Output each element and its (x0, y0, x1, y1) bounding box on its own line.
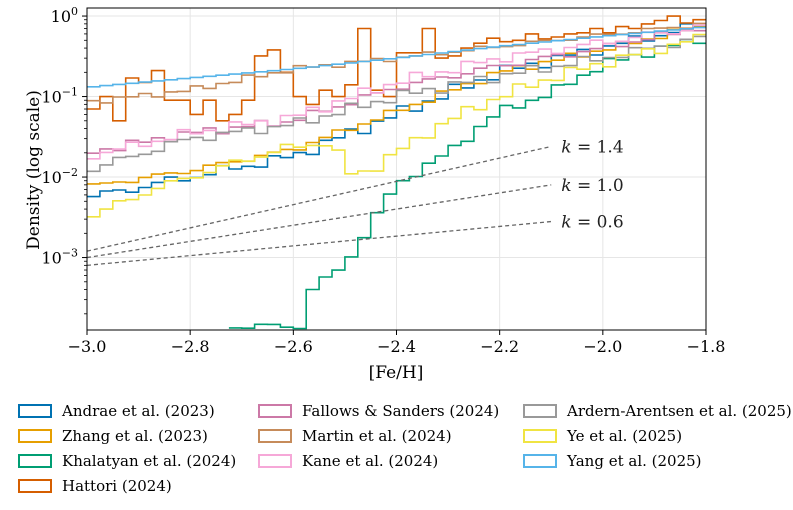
series-ye-et-al-2025 (87, 33, 706, 218)
series-group (87, 15, 706, 330)
legend-item: Fallows & Sanders (2024) (258, 400, 499, 422)
legend-item: Khalatyan et al. (2024) (18, 450, 236, 472)
series-yang-et-al-2025 (87, 26, 706, 88)
reference-label: k = 0.6 (561, 213, 623, 233)
legend: Andrae et al. (2023) Zhang et al. (2023) K… (18, 400, 793, 505)
legend-item: Kane et al. (2024) (258, 450, 438, 472)
legend-swatch (18, 454, 52, 468)
legend-label: Ardern-Arentsen et al. (2025) (567, 402, 792, 420)
density-chart: k = 1.4 k = 1.0 k = 0.6 −3.0 −2.8 −2.6 −2.4 −2… (24, 5, 726, 383)
reference-label: k = 1.0 (561, 176, 623, 196)
legend-label: Ye et al. (2025) (567, 427, 683, 445)
legend-item: Yang et al. (2025) (523, 450, 702, 472)
series-ardern-arentsen-et-al-2025 (87, 35, 706, 173)
legend-swatch (18, 429, 52, 443)
legend-swatch (258, 404, 292, 418)
y-tick-label: 10−1 (41, 86, 78, 107)
x-axis-label: [Fe/H] (369, 363, 424, 383)
reference-line (86, 220, 552, 266)
legend-swatch (523, 454, 557, 468)
y-tick-label: 10−3 (41, 247, 78, 268)
x-tick-label: −3.0 (68, 337, 107, 356)
y-axis: 100 10−1 10−2 10−3 (41, 5, 87, 315)
legend-label: Kane et al. (2024) (302, 452, 439, 470)
series-hattori-2024 (87, 15, 706, 122)
legend-item: Zhang et al. (2023) (18, 425, 208, 447)
reference-label: k = 1.4 (561, 137, 623, 157)
x-tick-label: −2.4 (377, 337, 416, 356)
legend-item: Martin et al. (2024) (258, 425, 452, 447)
legend-item: Ardern-Arentsen et al. (2025) (523, 400, 792, 422)
x-tick-label: −2.6 (274, 337, 313, 356)
y-tick-label: 10−2 (41, 166, 78, 187)
legend-label: Martin et al. (2024) (302, 427, 452, 445)
legend-label: Zhang et al. (2023) (62, 427, 208, 445)
legend-swatch (258, 454, 292, 468)
legend-swatch (18, 404, 52, 418)
x-axis: −3.0 −2.8 −2.6 −2.4 −2.2 −2.0 −1.8 (68, 330, 726, 356)
reference-line (86, 184, 552, 259)
legend-item: Hattori (2024) (18, 475, 172, 497)
reference-lines: k = 1.4 k = 1.0 k = 0.6 (86, 137, 624, 266)
legend-swatch (18, 479, 52, 493)
legend-swatch (258, 429, 292, 443)
legend-swatch (523, 404, 557, 418)
x-tick-label: −2.0 (583, 337, 622, 356)
legend-label: Khalatyan et al. (2024) (62, 452, 237, 470)
series-zhang-et-al-2023 (87, 25, 706, 185)
series-kane-et-al-2024 (87, 24, 706, 160)
legend-label: Yang et al. (2025) (567, 452, 702, 470)
x-tick-label: −1.8 (687, 337, 726, 356)
legend-item: Ye et al. (2025) (523, 425, 682, 447)
legend-label: Fallows & Sanders (2024) (302, 402, 500, 420)
legend-swatch (523, 429, 557, 443)
x-tick-label: −2.2 (480, 337, 519, 356)
y-axis-label: Density (log scale) (24, 90, 44, 250)
series-khalatyan-et-al-2024 (228, 38, 706, 330)
x-tick-label: −2.8 (171, 337, 210, 356)
legend-item: Andrae et al. (2023) (18, 400, 215, 422)
reference-line (86, 145, 552, 252)
legend-label: Hattori (2024) (62, 477, 172, 495)
y-tick-label: 100 (51, 5, 78, 26)
legend-label: Andrae et al. (2023) (62, 402, 215, 420)
